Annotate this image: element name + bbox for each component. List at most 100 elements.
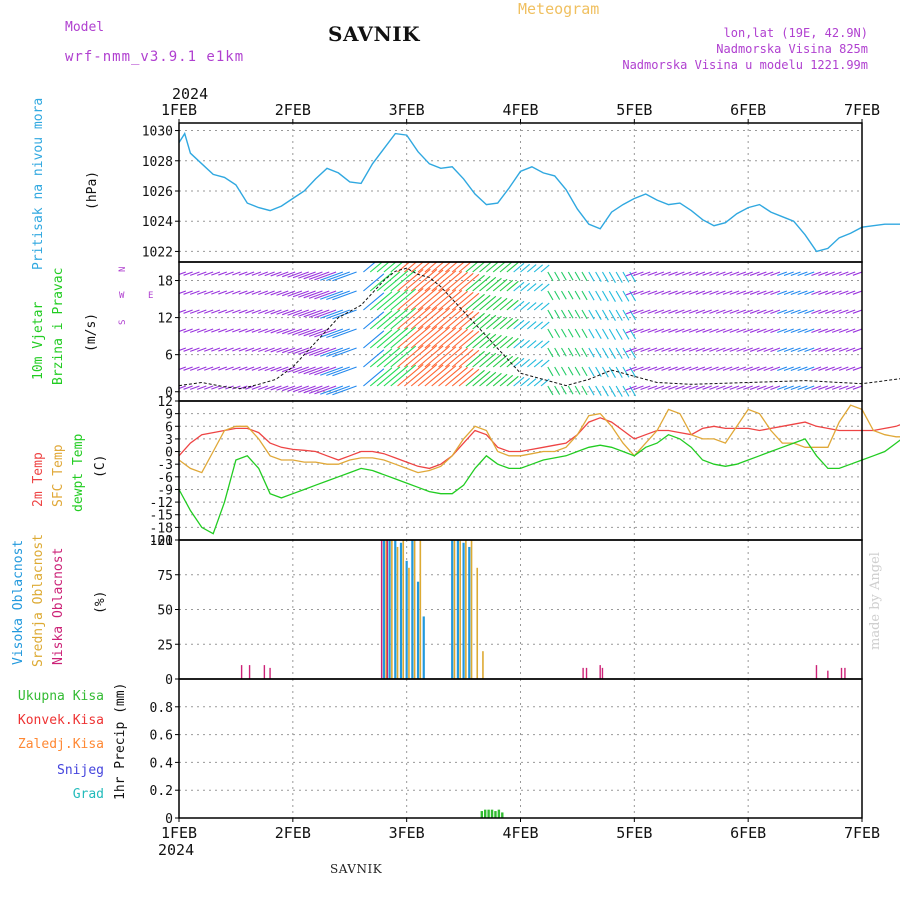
- wind-arrow: [709, 290, 719, 295]
- wind-arrow: [431, 346, 457, 368]
- wind-arrow: [383, 262, 397, 273]
- wind-arrow: [326, 366, 350, 377]
- compass-e: E: [148, 291, 153, 301]
- wind-arrow: [595, 271, 602, 282]
- wind-arrow: [298, 309, 316, 317]
- wind-arrow: [410, 307, 438, 330]
- wind-arrow: [258, 290, 268, 295]
- wind-arrow: [811, 290, 822, 295]
- wind-arrow: [251, 309, 262, 314]
- wind-arrow: [424, 269, 450, 292]
- wind-arrow: [736, 290, 747, 295]
- wind-arrow: [196, 347, 207, 352]
- model-altitude-info: Nadmorska Visina u modelu 1221.99m: [622, 58, 868, 72]
- wind-arrow: [845, 347, 856, 352]
- high-cloud-bar: [388, 540, 391, 679]
- wind-arrow: [308, 290, 330, 299]
- wind-arrow: [749, 385, 760, 390]
- wind-arrow: [633, 271, 644, 277]
- wind-arrow: [756, 328, 767, 333]
- wind-arrow: [574, 366, 581, 376]
- wind-arrow: [506, 299, 519, 311]
- wind-arrow: [688, 271, 699, 276]
- wind-arrow: [736, 385, 747, 390]
- wind-arrow: [369, 367, 393, 387]
- wind-arrow: [709, 366, 719, 371]
- wind-arrow: [424, 307, 450, 330]
- wind-arrow: [581, 347, 588, 358]
- wind-arrow: [625, 290, 637, 296]
- wind-arrow: [825, 385, 835, 390]
- wind-arrow: [601, 290, 609, 302]
- y-tick-label: 3: [165, 433, 173, 448]
- wind-arrow: [722, 347, 733, 352]
- wind-arrow: [292, 347, 309, 355]
- wind-arrow: [404, 268, 431, 292]
- wind-arrow: [270, 290, 282, 296]
- precip-bar: [490, 809, 494, 818]
- wind-arrow: [485, 262, 500, 273]
- wind-arrow: [245, 366, 255, 371]
- wind-arrow: [661, 309, 671, 314]
- wind-arrow: [722, 309, 733, 314]
- wind-arrow: [258, 328, 268, 333]
- wind-arrow: [292, 366, 309, 374]
- wind-arrow: [790, 309, 801, 315]
- wind-arrow: [190, 290, 200, 295]
- wind-arrow: [520, 282, 530, 292]
- low-cloud-bar: [601, 667, 604, 679]
- station-title: SAVNIK: [328, 22, 421, 46]
- wind-arrow: [431, 327, 457, 349]
- wind-arrow: [363, 292, 385, 311]
- y-tick-label: 12: [157, 312, 173, 327]
- y-tick-label: 0: [165, 386, 173, 401]
- wind-arrow: [410, 269, 438, 292]
- wind-arrow: [588, 271, 595, 282]
- low-cloud-bar: [840, 667, 843, 679]
- wind-arrow: [404, 344, 431, 368]
- wind-arrow: [722, 328, 733, 333]
- wind-arrow: [499, 262, 513, 273]
- wind-arrow: [702, 366, 712, 371]
- mid-cloud-bar: [391, 540, 393, 679]
- wind-arrow: [852, 309, 862, 314]
- wind-arrow: [492, 354, 508, 368]
- wind-arrow: [647, 309, 658, 314]
- wind-arrow: [845, 366, 856, 371]
- wind-arrow: [492, 278, 508, 292]
- wind-arrow: [258, 366, 268, 371]
- mid-cloud-bar: [476, 567, 479, 679]
- wind-arrow: [533, 340, 544, 349]
- wind-arrow: [485, 315, 502, 330]
- wind-arrow: [675, 385, 685, 390]
- wind-arrow: [838, 290, 849, 295]
- wind-arrow: [424, 364, 450, 387]
- wind-arrow: [506, 337, 519, 349]
- wind-arrow: [363, 330, 385, 349]
- wind-arrow: [204, 328, 214, 333]
- wind-arrow: [520, 339, 530, 349]
- wind-arrow: [282, 271, 296, 278]
- high-cloud-bar: [451, 540, 454, 679]
- wind-arrow: [533, 302, 544, 311]
- wind-arrow: [661, 347, 671, 352]
- wind-arrow: [472, 262, 486, 273]
- wind-arrow: [196, 328, 207, 333]
- wind-arrow: [326, 385, 350, 396]
- wind-arrow: [763, 271, 774, 276]
- x-tick-label-bottom: 7FEB: [844, 824, 880, 842]
- wind-arrow: [654, 290, 665, 295]
- wind-arrow: [238, 347, 248, 352]
- wind-arrow: [561, 385, 567, 395]
- wind-arrow: [743, 309, 753, 314]
- wind-arrow: [270, 328, 282, 334]
- wind-arrow: [179, 347, 187, 352]
- wind-arrow: [225, 328, 234, 333]
- wind-arrow: [451, 367, 474, 387]
- cloud-unit: (%): [93, 591, 108, 614]
- wind-arrow: [292, 309, 309, 317]
- wind-arrows: [179, 262, 862, 397]
- wind-arrow: [499, 298, 514, 311]
- wind-arrow: [640, 366, 651, 372]
- wind-arrow: [838, 271, 849, 276]
